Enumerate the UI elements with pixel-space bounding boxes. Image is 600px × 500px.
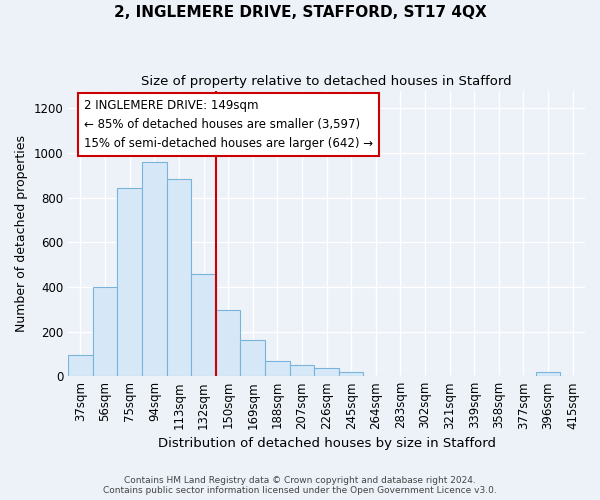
Text: 2 INGLEMERE DRIVE: 149sqm
← 85% of detached houses are smaller (3,597)
15% of se: 2 INGLEMERE DRIVE: 149sqm ← 85% of detac… (83, 99, 373, 150)
Bar (93, 287, 118, 376)
Bar (290, 364, 314, 376)
Text: 2, INGLEMERE DRIVE, STAFFORD, ST17 4QX: 2, INGLEMERE DRIVE, STAFFORD, ST17 4QX (113, 5, 487, 20)
Bar (339, 372, 364, 376)
Bar (68, 355, 93, 376)
Bar (314, 368, 339, 376)
X-axis label: Distribution of detached houses by size in Stafford: Distribution of detached houses by size … (158, 437, 496, 450)
Text: Contains HM Land Registry data © Crown copyright and database right 2024.
Contai: Contains HM Land Registry data © Crown c… (103, 476, 497, 495)
Bar (167, 178, 191, 376)
Title: Size of property relative to detached houses in Stafford: Size of property relative to detached ho… (141, 75, 512, 88)
Bar (536, 372, 560, 376)
Bar (216, 310, 241, 376)
Bar (265, 360, 290, 376)
Bar (118, 188, 142, 376)
Bar (241, 340, 265, 376)
Y-axis label: Number of detached properties: Number of detached properties (15, 135, 28, 332)
Bar (191, 274, 216, 376)
Bar (142, 162, 167, 376)
